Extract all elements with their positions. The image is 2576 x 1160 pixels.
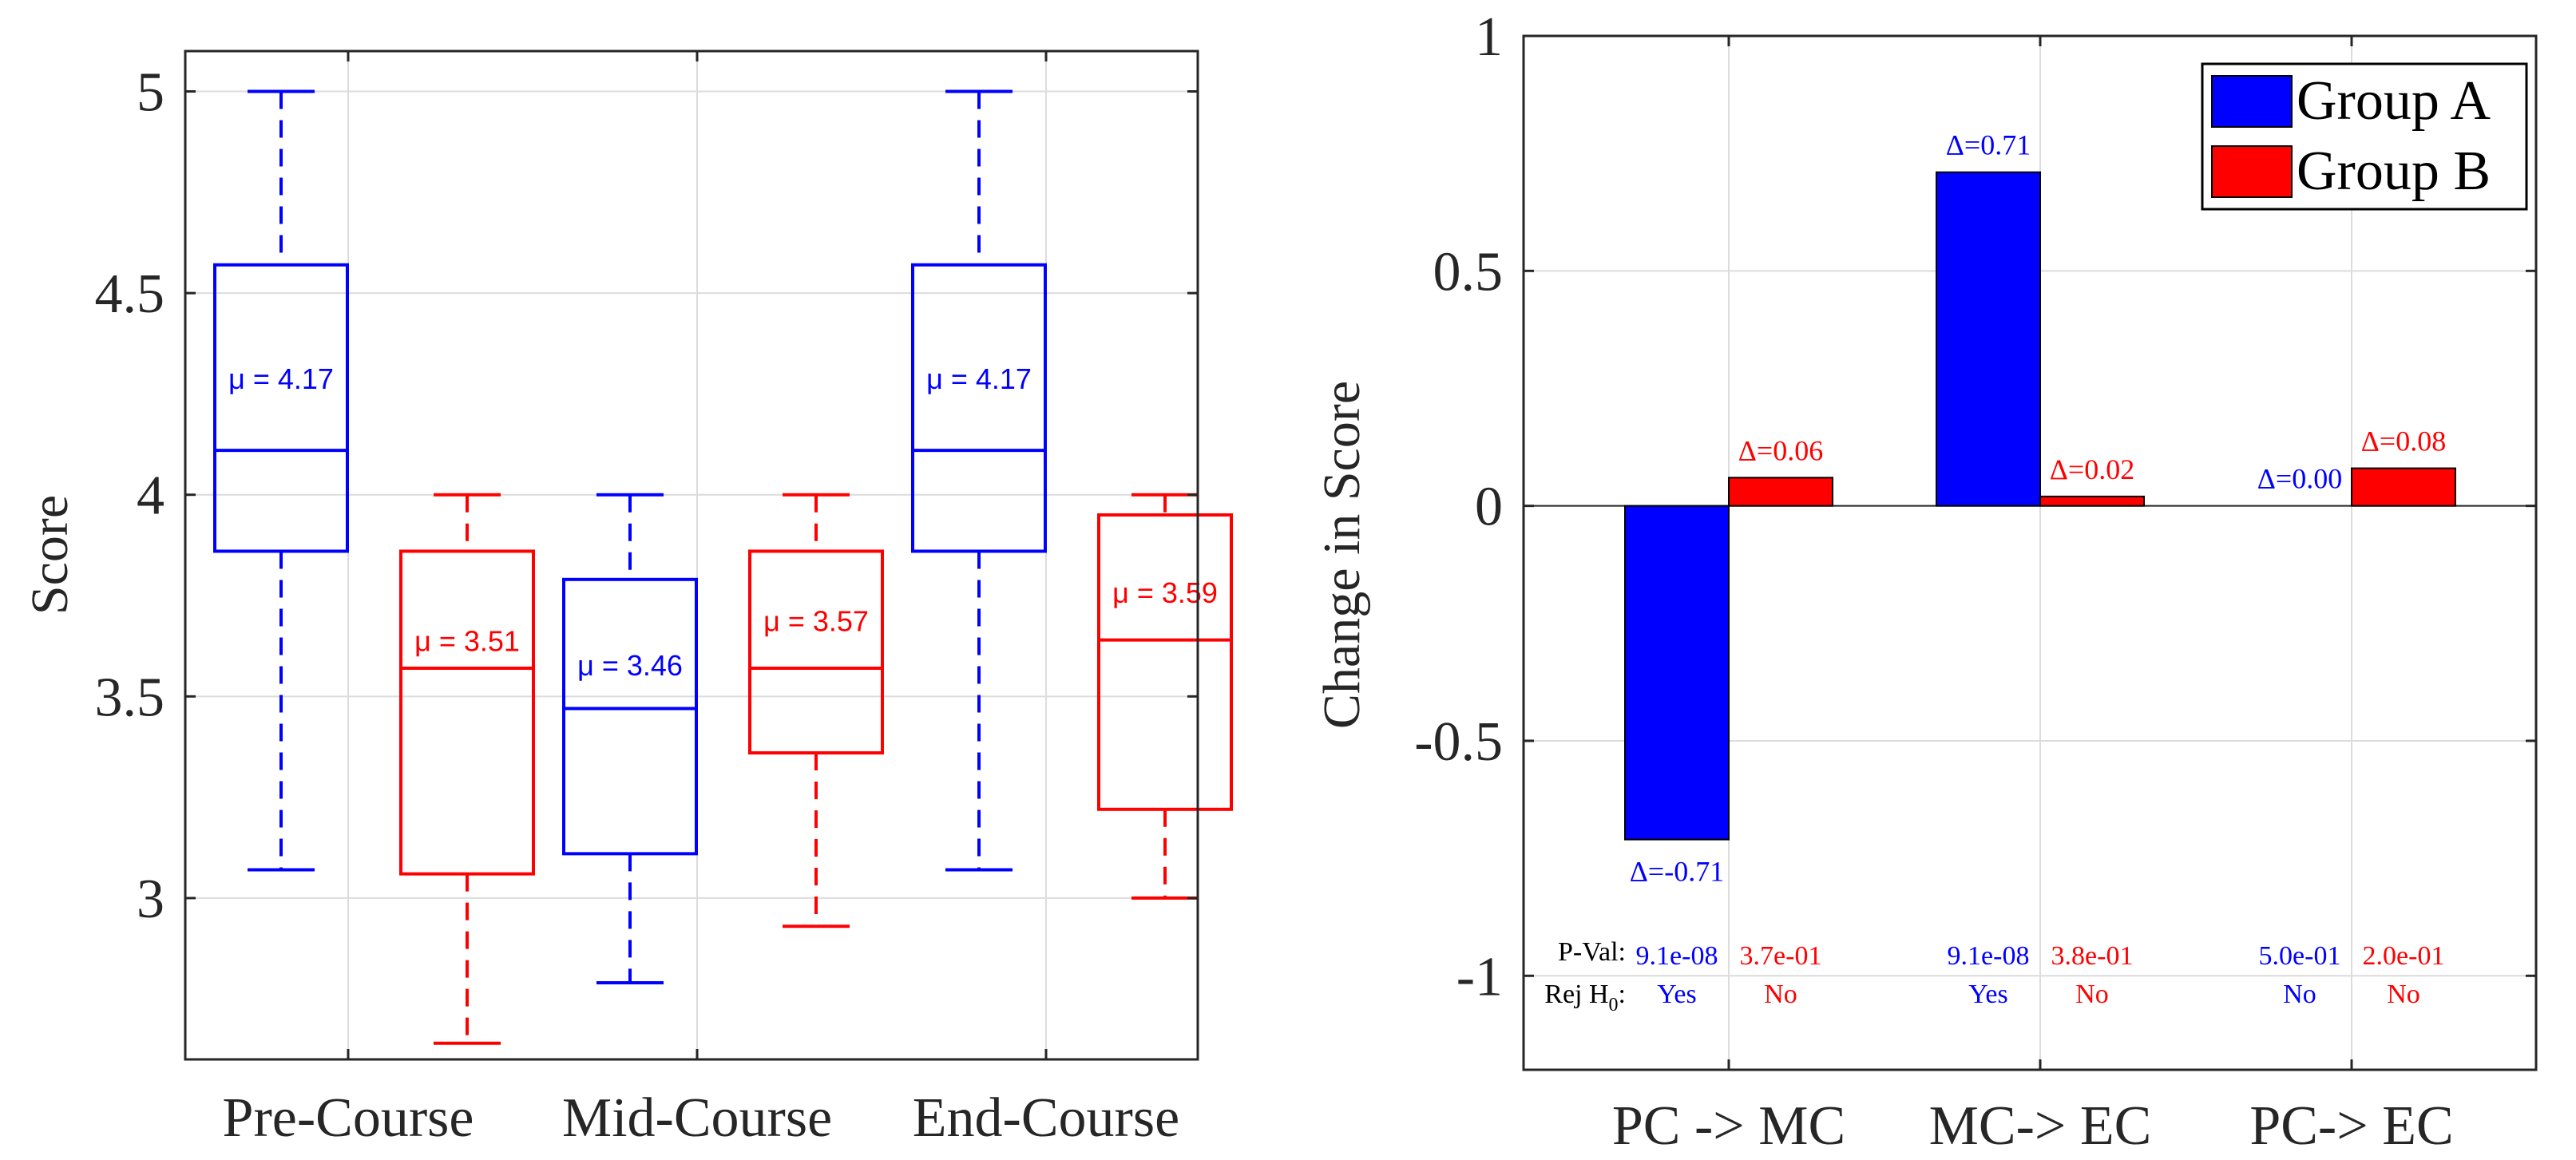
right-x-tick-label: PC-> EC (2249, 1095, 2453, 1157)
iqr-box (562, 577, 698, 856)
mean-label: μ = 3.59 (1112, 576, 1218, 609)
box-group-a-1: μ = 3.46 (562, 493, 698, 985)
reject-label: Yes (1968, 980, 2007, 1009)
p-value-label: 3.8e-01 (2051, 941, 2134, 971)
left-x-tick-label: End-Course (913, 1087, 1179, 1149)
right-y-tick-label: -1 (1456, 946, 1503, 1008)
mean-label: μ = 4.17 (228, 362, 334, 395)
left-grid (185, 51, 1198, 1059)
legend-label: Group A (2297, 70, 2491, 132)
bar-group-b (1728, 477, 1833, 507)
mean-label: μ = 3.51 (414, 625, 520, 658)
reject-label: Yes (1657, 980, 1696, 1009)
iqr-box (911, 263, 1047, 553)
left-axes-frame (184, 49, 1199, 1061)
left-box-marks: μ = 4.17 μ = 3.46 μ = 4.17 μ = 3.51 μ = 3.57… (213, 89, 1233, 1045)
right-y-axis-label: Change in Score (1313, 381, 1371, 729)
legend-swatch (2211, 75, 2293, 128)
delta-label: Δ=0.00 (2257, 463, 2342, 495)
right-axes-frame (1522, 34, 2538, 1071)
left-y-tick-label: 3 (137, 869, 164, 930)
iqr-box (399, 549, 535, 876)
reject-row-label: Rej H0: (1544, 980, 1626, 1015)
legend-swatch (2211, 145, 2293, 198)
mean-label: μ = 3.46 (577, 649, 683, 682)
delta-label: Δ=0.08 (2361, 426, 2446, 457)
p-val-row-label: P-Val: (1558, 937, 1626, 967)
legend-label: Group B (2297, 141, 2491, 202)
box-group-a-0: μ = 4.17 (213, 89, 349, 872)
left-x-tick-label: Mid-Course (562, 1087, 832, 1149)
left-y-tick-label: 5 (137, 62, 164, 124)
mean-label: μ = 4.17 (926, 362, 1032, 395)
bar-group-b (2351, 467, 2456, 507)
reject-label: No (1764, 980, 1797, 1009)
iqr-box (748, 549, 884, 755)
right-x-tick-label: MC-> EC (1929, 1095, 2152, 1157)
left-x-tick-label: Pre-Course (223, 1087, 474, 1149)
box-group-b-2: μ = 3.59 (1097, 493, 1233, 900)
bar-group-a (1936, 171, 2041, 507)
box-group-b-1: μ = 3.57 (748, 493, 884, 928)
right-y-tick-label: 0 (1475, 477, 1503, 538)
delta-label: Δ=0.02 (2050, 453, 2134, 485)
box-group-b-0: μ = 3.51 (399, 493, 535, 1045)
delta-label: Δ=-0.71 (1630, 856, 1724, 888)
right-x-tick-label: PC -> MC (1612, 1095, 1845, 1157)
iqr-box (1097, 513, 1233, 811)
right-y-tick-label: 0.5 (1433, 241, 1504, 303)
bar-group-b (2039, 495, 2145, 507)
left-y-tick-label: 3.5 (95, 667, 165, 728)
box-plot-chart: μ = 4.17 μ = 3.46 μ = 4.17 μ = 3.51 μ = 3.57… (21, 49, 1233, 1149)
reject-label: No (2075, 980, 2109, 1009)
mean-label: μ = 3.57 (763, 604, 869, 637)
right-bar-marks: Δ=-0.71 9.1e-08 Yes Δ=0.71 9.1e-08 Yes Δ=0.00 5… (1524, 129, 2536, 1015)
bar-group-a (1624, 505, 1730, 841)
box-group-a-2: μ = 4.17 (911, 89, 1047, 872)
left-y-axis-label: Score (21, 495, 79, 615)
delta-label: Δ=0.71 (1946, 129, 2031, 161)
p-value-label: 5.0e-01 (2259, 941, 2341, 971)
left-y-tick-label: 4 (137, 465, 164, 527)
p-value-label: 3.7e-01 (1740, 941, 1822, 971)
legend: Group A Group B (2201, 62, 2528, 211)
p-value-label: 9.1e-08 (1948, 941, 2030, 971)
reject-label: No (2387, 980, 2420, 1009)
iqr-box (213, 263, 349, 553)
right-y-tick-label: -0.5 (1414, 711, 1503, 773)
right-ticks: -1 -0.5 0 0.5 1 PC -> MC MC-> EC PC-> EC (1414, 6, 2536, 1157)
delta-label: Δ=0.06 (1738, 434, 1823, 466)
left-y-tick-label: 4.5 (95, 263, 165, 325)
p-value-label: 2.0e-01 (2363, 941, 2445, 971)
reject-label: No (2283, 980, 2316, 1009)
left-ticks: 3 3.5 4 4.5 5 Pre-Course Mid-Course End-Course (95, 51, 1198, 1149)
bar-chart: Δ=-0.71 9.1e-08 Yes Δ=0.71 9.1e-08 Yes Δ=0.00 5… (1313, 6, 2538, 1157)
p-value-label: 9.1e-08 (1636, 941, 1718, 971)
right-y-tick-label: 1 (1475, 6, 1503, 68)
